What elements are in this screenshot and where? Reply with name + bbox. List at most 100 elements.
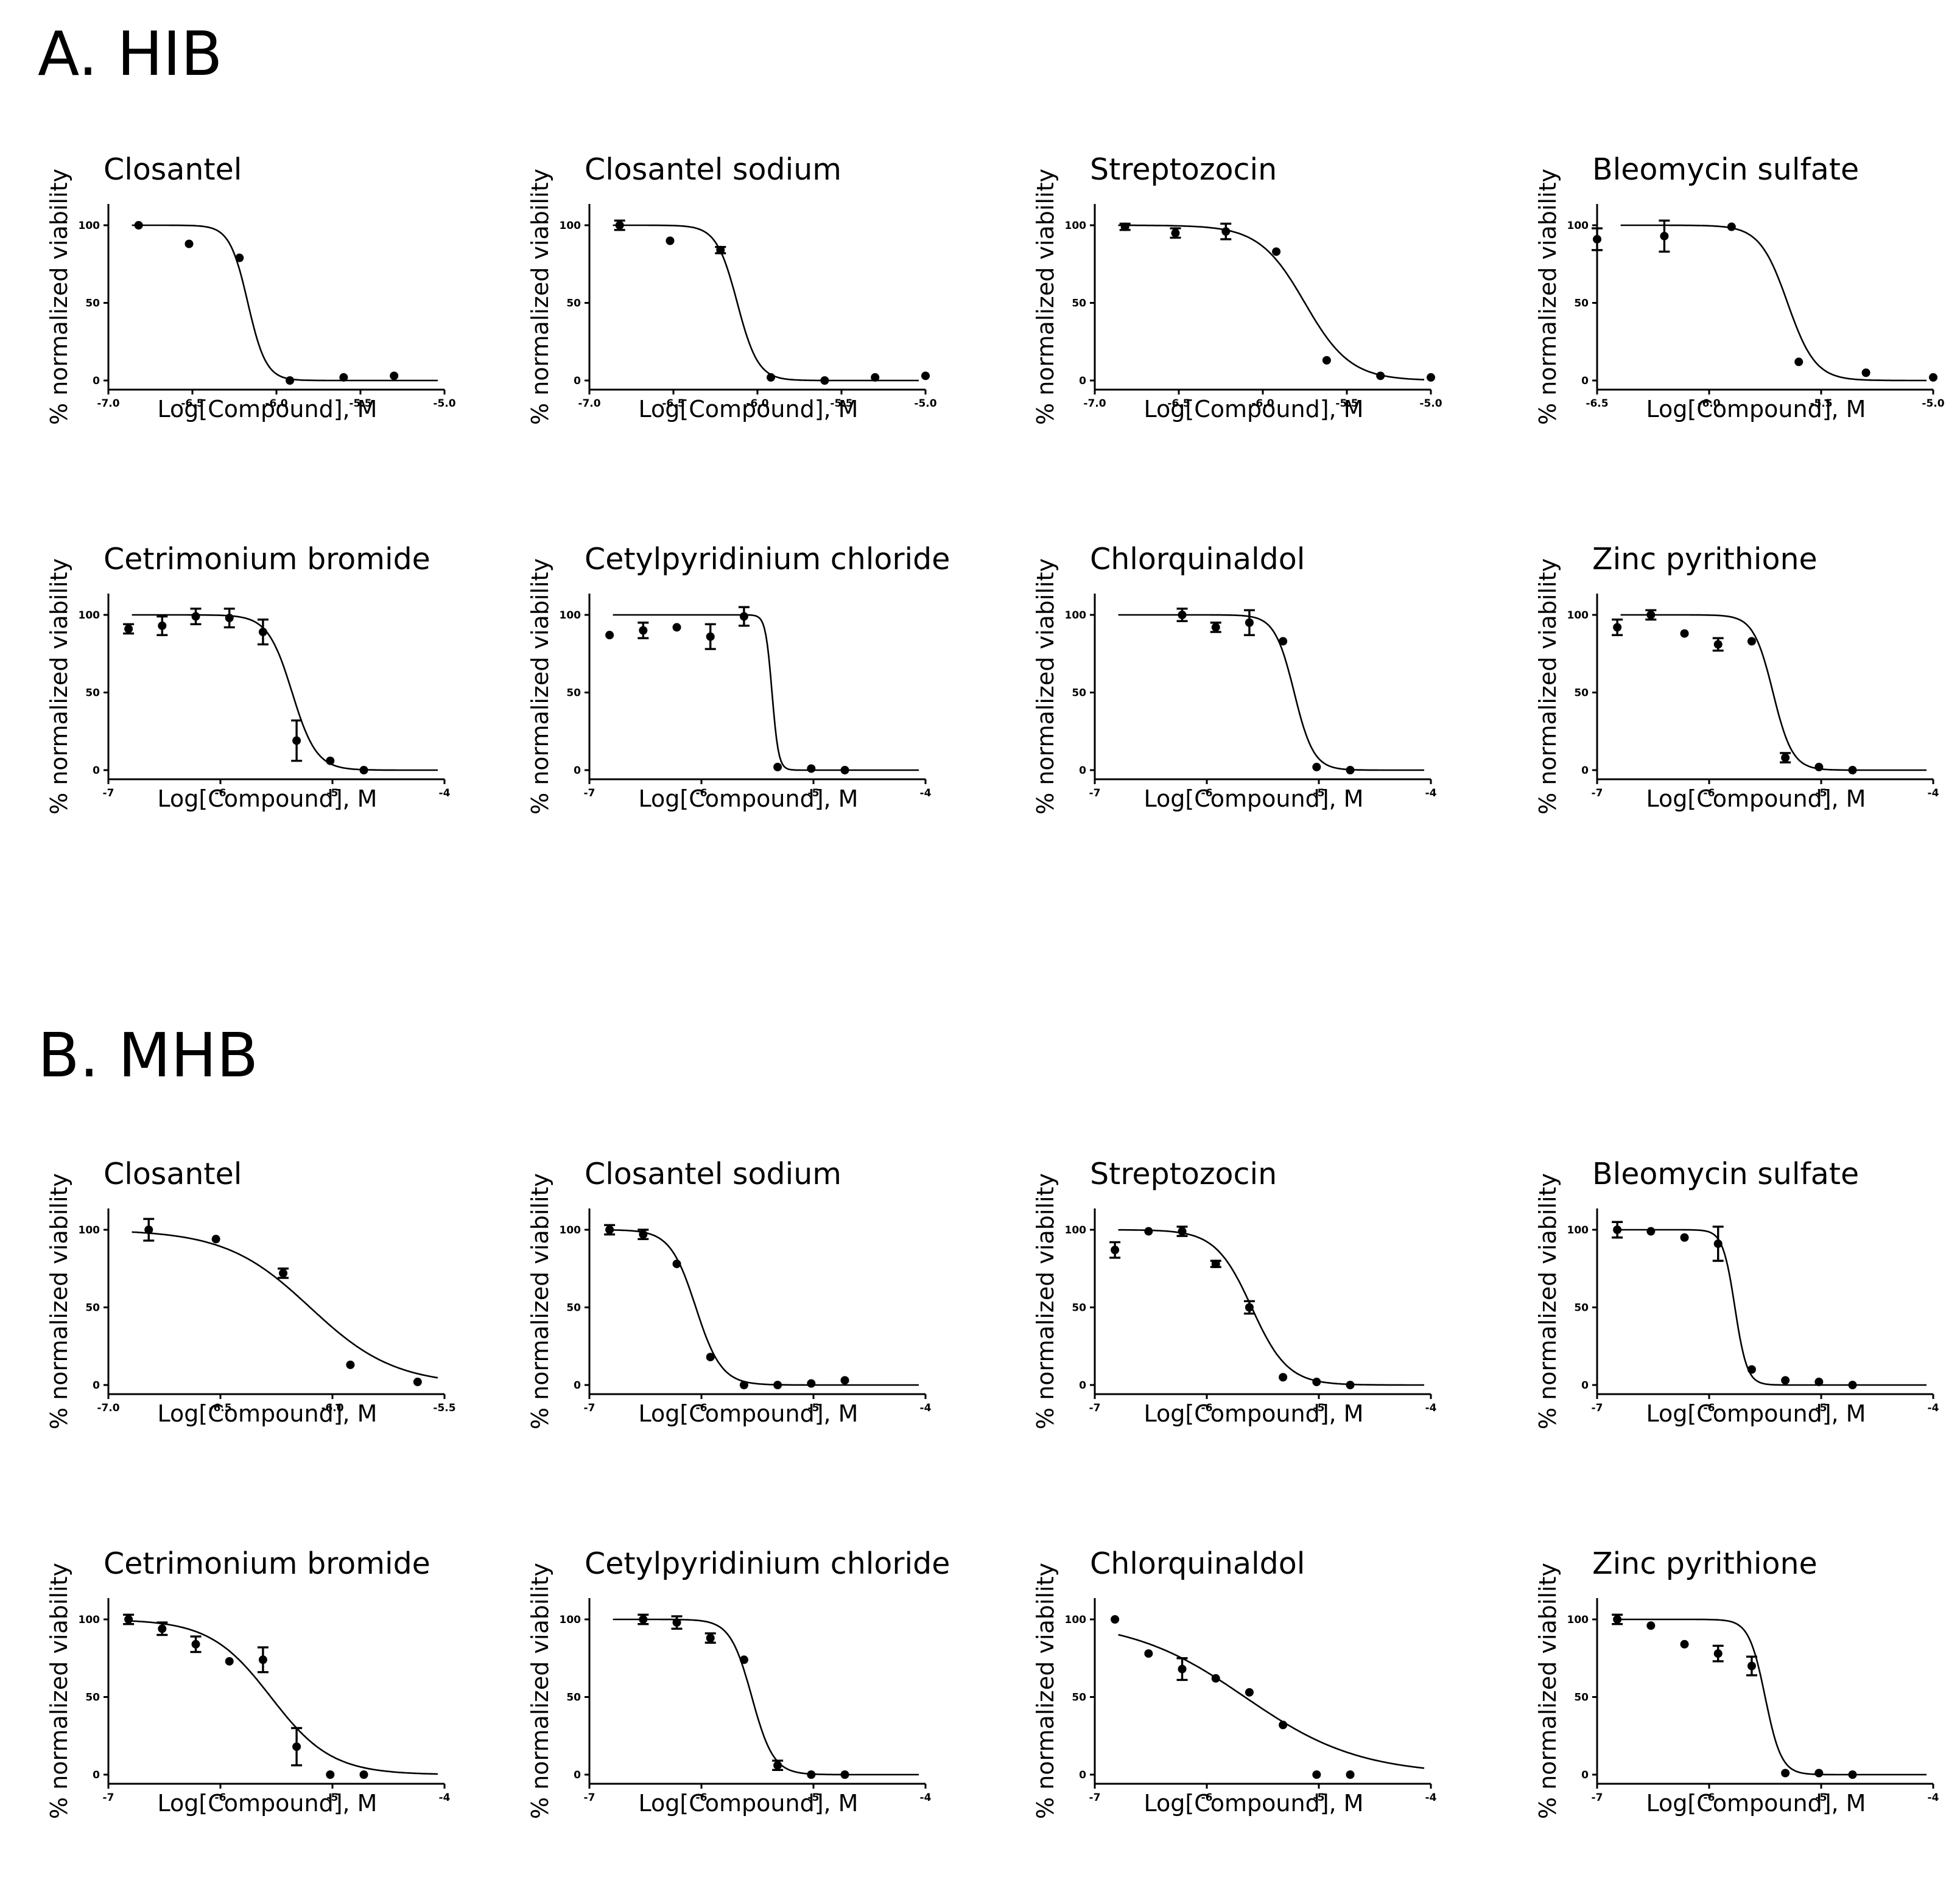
chart-title: Bleomycin sulfate <box>1592 1157 1859 1191</box>
data-point <box>1279 1373 1288 1382</box>
x-tick-label: -5 <box>1816 787 1827 799</box>
data-point <box>615 221 624 230</box>
data-point <box>1144 1649 1153 1658</box>
data-point <box>1747 1365 1756 1374</box>
fit-curve <box>1620 1618 1927 1776</box>
x-axis-label: Log[Compound], M <box>158 785 378 812</box>
x-tick-label: -5 <box>327 787 339 799</box>
y-tick-label: 50 <box>85 1302 100 1314</box>
data-point <box>339 373 348 382</box>
x-axis-label: Log[Compound], M <box>639 1790 859 1817</box>
x-tick-label: -5.0 <box>914 398 936 410</box>
y-axis-label: % normalized viability <box>1032 169 1059 425</box>
x-tick-label: -7.0 <box>1083 398 1106 410</box>
x-axis-label: Log[Compound], M <box>1144 785 1364 812</box>
data-point <box>773 1761 782 1770</box>
x-axis-label: Log[Compound], M <box>1646 785 1866 812</box>
x-tick-label: -6.0 <box>746 398 768 410</box>
fit-curve <box>132 1620 438 1775</box>
x-tick-label: -7 <box>103 787 114 799</box>
data-point <box>1178 1227 1187 1236</box>
x-tick-label: -4 <box>920 787 932 799</box>
chart-svg: Chlorquinaldol % normalized viability Log[… <box>1032 542 1437 815</box>
data-point <box>1613 1615 1622 1624</box>
y-tick-label: 0 <box>93 1769 100 1781</box>
x-tick-label: -7 <box>584 1792 595 1804</box>
y-tick-label: 0 <box>1581 375 1589 387</box>
data-point <box>191 612 200 621</box>
x-tick-label: -5 <box>1816 1792 1827 1804</box>
data-point <box>1747 637 1756 646</box>
y-tick-label: 100 <box>560 220 581 232</box>
data-point <box>144 1226 153 1234</box>
data-point <box>807 1770 816 1779</box>
chart-hib-streptozocin: Streptozocin % normalized viability Log[Co… <box>1023 134 1461 425</box>
chart-svg: Closantel sodium % normalized viability Lo… <box>527 1157 932 1429</box>
data-point <box>739 1655 748 1664</box>
data-point <box>326 756 335 765</box>
y-tick-label: 0 <box>1079 765 1086 777</box>
data-point <box>871 373 880 382</box>
chart-svg: Streptozocin % normalized viability Log[Co… <box>1032 1157 1437 1429</box>
data-point <box>1376 371 1385 380</box>
data-point <box>1848 766 1857 774</box>
x-tick-label: -5.0 <box>433 398 455 410</box>
y-tick-label: 0 <box>574 375 581 387</box>
data-point <box>672 623 681 632</box>
fit-curve <box>1118 1633 1425 1769</box>
fit-curve <box>613 1618 919 1776</box>
data-point <box>1312 1770 1321 1779</box>
data-point <box>672 1260 681 1269</box>
x-tick-label: -7 <box>1089 1402 1101 1414</box>
data-point <box>258 628 267 637</box>
chart-title: Closantel <box>104 152 242 187</box>
data-point <box>158 1624 167 1633</box>
chart-mhb-zinc-pyrithione: Zinc pyrithione % normalized viability Log… <box>1525 1528 1960 1819</box>
x-tick-label: -7.0 <box>97 1402 119 1414</box>
data-point <box>134 221 143 230</box>
x-tick-label: -7 <box>1089 787 1101 799</box>
x-tick-label: -5.5 <box>830 398 852 410</box>
y-axis-label: % normalized viability <box>46 1563 72 1819</box>
data-point <box>1171 228 1180 237</box>
data-point <box>1646 1621 1656 1630</box>
x-tick-label: -5 <box>327 1792 339 1804</box>
chart-title: Cetrimonium bromide <box>104 542 430 577</box>
data-point <box>1929 373 1937 382</box>
chart-hib-cetylpyridinium-chloride: Cetylpyridinium chloride % normalized via… <box>518 524 956 815</box>
x-tick-label: -7.0 <box>97 398 119 410</box>
fit-curve <box>1620 614 1927 771</box>
data-point <box>840 766 849 774</box>
chart-title: Streptozocin <box>1090 152 1277 187</box>
chart-svg: Cetylpyridinium chloride % normalized via… <box>527 1546 950 1819</box>
y-tick-label: 50 <box>566 687 581 700</box>
chart-svg: Closantel % normalized viability Log[Compo… <box>46 1157 456 1429</box>
data-point <box>292 1742 301 1752</box>
x-tick-label: -6 <box>215 787 227 799</box>
chart-title: Closantel sodium <box>585 152 841 187</box>
x-tick-label: -6 <box>696 1792 708 1804</box>
data-point <box>258 1655 267 1664</box>
data-point <box>191 1639 200 1649</box>
x-tick-label: -7 <box>584 787 595 799</box>
chart-svg: Bleomycin sulfate % normalized viability L… <box>1534 1157 1939 1429</box>
x-tick-label: -6.0 <box>1251 398 1274 410</box>
data-point <box>840 1376 849 1385</box>
data-point <box>225 614 234 623</box>
x-tick-label: -5 <box>808 1402 820 1414</box>
x-tick-label: -7 <box>103 1792 114 1804</box>
data-point <box>1680 629 1689 638</box>
chart-mhb-chlorquinaldol: Chlorquinaldol % normalized viability Log[… <box>1023 1528 1461 1819</box>
y-tick-label: 0 <box>574 765 581 777</box>
chart-hib-bleomycin-sulfate: Bleomycin sulfate % normalized viability L… <box>1525 134 1960 425</box>
data-point <box>1781 1376 1790 1385</box>
y-axis-label: % normalized viability <box>1032 558 1059 815</box>
y-tick-label: 50 <box>1574 1302 1589 1314</box>
fit-curve <box>1118 224 1424 380</box>
x-tick-label: -4 <box>920 1792 932 1804</box>
chart-title: Zinc pyrithione <box>1592 1546 1818 1581</box>
data-point <box>359 766 368 774</box>
x-tick-label: -6 <box>1201 1792 1213 1804</box>
data-point <box>807 764 816 773</box>
x-tick-label: -7 <box>1592 787 1603 799</box>
